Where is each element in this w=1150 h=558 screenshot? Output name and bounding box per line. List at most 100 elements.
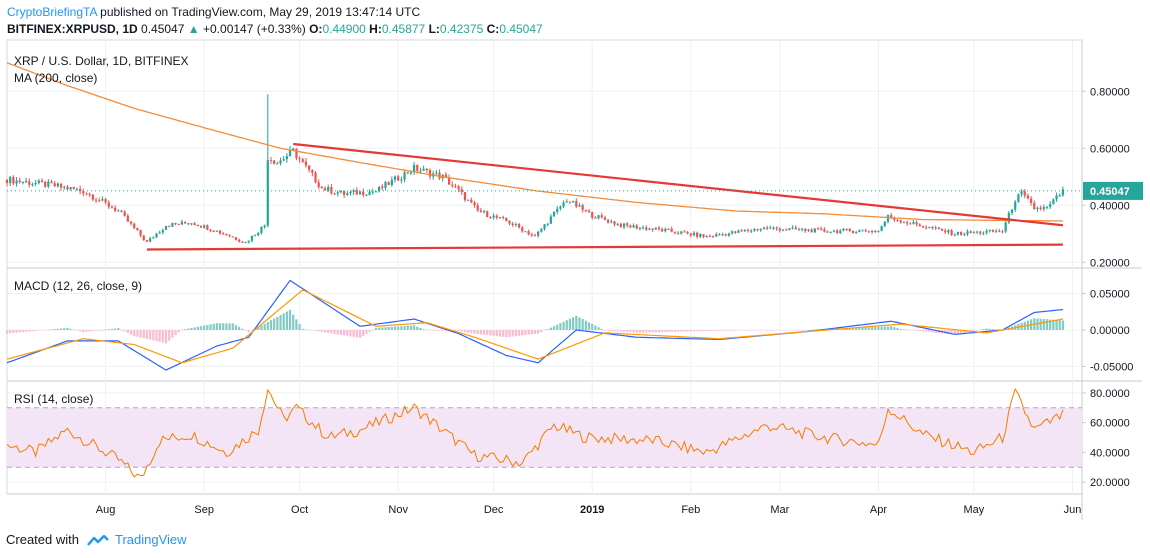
- candle-body: [343, 190, 346, 195]
- candle-body: [110, 206, 114, 208]
- macd-histogram-bar: [651, 329, 654, 333]
- macd-histogram-bar: [282, 313, 285, 330]
- macd-histogram-bar: [18, 329, 21, 333]
- candle-body: [673, 231, 677, 233]
- macd-histogram-bar: [69, 328, 72, 330]
- macd-histogram-bar: [266, 321, 269, 330]
- time-axis-label: Sep: [194, 504, 214, 516]
- macd-histogram-bar: [902, 329, 906, 330]
- candle-body: [801, 228, 804, 230]
- tradingview-link[interactable]: TradingView: [115, 532, 187, 547]
- candle-body: [750, 230, 753, 232]
- candle-body: [654, 227, 657, 230]
- macd-histogram-bar: [794, 329, 797, 331]
- candle-body: [635, 225, 638, 229]
- candle-body: [308, 165, 311, 170]
- candle-body: [1001, 231, 1004, 233]
- candle-body: [91, 194, 94, 200]
- macd-histogram-bar: [88, 329, 91, 332]
- candle-body: [209, 229, 212, 231]
- time-axis-label: 2019: [580, 504, 604, 516]
- candle-body: [346, 193, 349, 195]
- candle-body: [409, 172, 413, 174]
- candle-body: [238, 239, 241, 242]
- macd-histogram-bar: [330, 329, 333, 334]
- macd-histogram-bar: [594, 325, 597, 330]
- rsi-pane-title: RSI (14, close): [14, 392, 94, 406]
- macd-histogram-bar: [164, 329, 168, 344]
- candle-body: [387, 182, 390, 186]
- candle-body: [362, 191, 365, 196]
- macd-histogram-bar: [524, 329, 527, 336]
- candle-body: [1017, 194, 1020, 202]
- macd-histogram-bar: [813, 329, 816, 331]
- candle-body: [858, 230, 861, 233]
- candle-body: [136, 227, 139, 231]
- candle-body: [244, 241, 247, 243]
- author-link[interactable]: CryptoBriefingTA: [7, 5, 97, 19]
- candle-body: [298, 158, 301, 160]
- macd-histogram-bar: [381, 327, 384, 330]
- candle-body: [610, 221, 613, 223]
- macd-histogram-bar: [931, 329, 934, 333]
- macd-histogram-bar: [696, 329, 699, 332]
- macd-histogram-bar: [568, 318, 572, 330]
- candle-body: [855, 232, 858, 234]
- macd-histogram-bar: [972, 329, 975, 331]
- candle-body: [985, 230, 988, 233]
- candle-body: [311, 169, 314, 173]
- macd-histogram-bar: [441, 329, 444, 331]
- candle-body: [88, 193, 91, 195]
- candle-body: [956, 231, 960, 235]
- candle-body: [915, 222, 918, 225]
- candle-body: [218, 230, 222, 234]
- macd-histogram-bar: [82, 329, 85, 333]
- macd-histogram-bar: [498, 329, 502, 337]
- chart-canvas[interactable]: Aug Sep Oct Nov Dec 2019 Feb Mar Apr May Jun 0.2000…: [0, 0, 1150, 530]
- time-axis-label: Dec: [484, 504, 504, 516]
- candle-body: [180, 221, 184, 225]
- macd-histogram-bar: [975, 329, 979, 331]
- candle-body: [731, 231, 734, 234]
- candle-body: [1036, 207, 1039, 209]
- candle-body: [79, 188, 82, 191]
- macd-histogram-bar: [339, 329, 343, 335]
- macd-histogram-bar: [492, 329, 495, 336]
- candle-body: [912, 222, 915, 224]
- macd-histogram-bar: [419, 327, 422, 330]
- candle-body: [1055, 195, 1058, 200]
- candle-body: [966, 231, 969, 235]
- up-arrow-icon: ▲: [187, 22, 200, 36]
- macd-histogram-bar: [963, 329, 966, 333]
- macd-histogram-bar: [915, 329, 918, 331]
- candle-body: [597, 215, 600, 219]
- candle-body: [988, 229, 991, 231]
- candle-body: [581, 205, 584, 210]
- macd-histogram-bar: [479, 329, 483, 335]
- last-price-badge-label: 0.45047: [1090, 186, 1130, 198]
- publish-line: CryptoBriefingTA published on TradingVie…: [7, 5, 420, 19]
- macd-histogram-bar: [877, 326, 880, 330]
- candle-body: [28, 181, 31, 185]
- ma200-line: [6, 62, 1063, 222]
- candle-body: [641, 227, 645, 229]
- macd-histogram-bar: [807, 329, 810, 331]
- candle-body: [743, 229, 746, 232]
- macd-histogram-bar: [476, 329, 479, 334]
- macd-histogram-bar: [206, 325, 209, 330]
- macd-histogram-bar: [438, 329, 441, 331]
- candle-body: [975, 231, 979, 233]
- macd-histogram-bar: [129, 329, 133, 335]
- macd-histogram-bar: [979, 329, 982, 331]
- candle-body: [174, 223, 177, 225]
- macd-histogram-bar: [473, 329, 476, 334]
- candle-body: [403, 172, 406, 180]
- candle-body: [393, 176, 397, 180]
- candle-body: [203, 225, 206, 228]
- macd-histogram-bar: [546, 329, 549, 330]
- candle-body: [330, 187, 333, 194]
- macd-histogram-bar: [378, 327, 381, 330]
- candle-body: [995, 230, 998, 232]
- macd-histogram-bar: [890, 326, 893, 330]
- macd-histogram-bar: [180, 329, 184, 331]
